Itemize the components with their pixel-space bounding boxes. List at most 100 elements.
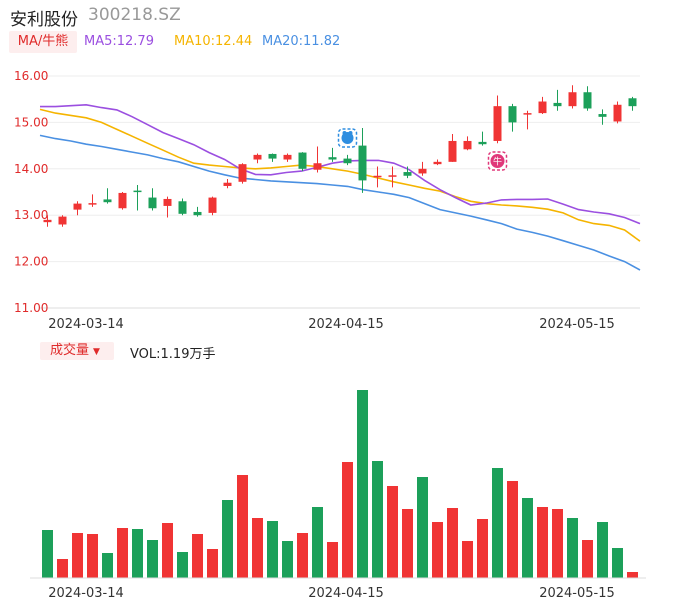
volume-bar [282, 541, 293, 578]
candle-body [553, 102, 562, 107]
volume-bar [552, 509, 563, 578]
candle [148, 188, 157, 211]
candle [88, 194, 97, 207]
candle-body [598, 114, 607, 117]
volume-bar [297, 533, 308, 578]
stock-name: 安利股份 [10, 10, 78, 30]
volume-bar [102, 553, 113, 578]
candle [73, 201, 82, 216]
bear-badge-ear [342, 131, 347, 135]
candle-body [313, 163, 322, 170]
x-tick-label: 2024-03-14 [48, 586, 124, 601]
volume-bar [147, 540, 158, 578]
volume-bars [30, 390, 646, 579]
ma-indicator-button[interactable]: MA/牛熊 [9, 31, 77, 53]
candle-body [478, 141, 487, 145]
volume-bar [447, 508, 458, 578]
x-tick-label: 2024-04-15 [308, 586, 384, 601]
volume-bar [537, 507, 548, 578]
ma20-label: MA20:11.82 [262, 34, 341, 49]
candle-body [583, 92, 592, 109]
candle-body [373, 175, 382, 178]
volume-bar [477, 519, 488, 578]
candle [478, 131, 487, 146]
volume-button-label: 成交量 [50, 343, 90, 358]
volume-bar [42, 530, 53, 578]
candle-body [223, 182, 232, 186]
candle [403, 166, 412, 179]
volume-bar [417, 477, 428, 578]
candle [313, 146, 322, 173]
volume-bar [372, 461, 383, 578]
candle-body [73, 203, 82, 210]
candle [583, 86, 592, 111]
candle [163, 196, 172, 218]
volume-bar [567, 518, 578, 578]
candle-body [613, 104, 622, 122]
volume-bar [387, 486, 398, 578]
volume-x-axis: 2024-03-14 2024-04-15 2024-05-15 [48, 586, 615, 601]
candle-body [433, 161, 442, 165]
candle [178, 198, 187, 216]
volume-bar [132, 529, 143, 578]
candle [568, 85, 577, 109]
ma20-line [39, 134, 641, 271]
volume-bar [207, 549, 218, 578]
candle [343, 154, 352, 166]
price-axis-ticks: 16.00 15.00 14.00 13.00 12.00 11.00 [14, 69, 48, 315]
candle [358, 127, 367, 193]
volume-bar [327, 542, 338, 578]
bear-badge-icon [337, 128, 358, 148]
volume-bar [252, 518, 263, 578]
y-tick-label: 11.00 [14, 301, 48, 315]
ma10-line [39, 108, 641, 242]
candle [418, 161, 427, 176]
volume-indicator-button[interactable]: 成交量 ▼ [40, 342, 114, 360]
volume-bar [432, 522, 443, 578]
candle-body [523, 113, 532, 115]
y-tick-label: 13.00 [14, 208, 48, 222]
volume-bar [402, 509, 413, 578]
candle-body [283, 154, 292, 160]
candle-body [628, 98, 637, 107]
candle-body [268, 153, 277, 159]
volume-bar [312, 507, 323, 578]
candle-body [103, 199, 112, 203]
candle [388, 166, 397, 188]
candle-body [358, 145, 367, 181]
candle-body [193, 211, 202, 216]
moving-average-lines [39, 103, 641, 271]
x-tick-label: 2024-04-15 [308, 317, 384, 332]
volume-bar [492, 468, 503, 578]
candle-body [148, 197, 157, 209]
candle-body [448, 140, 457, 162]
candle-body [568, 92, 577, 107]
candle-body [238, 164, 247, 182]
candle [553, 89, 562, 111]
volume-bar [597, 522, 608, 578]
candle [328, 147, 337, 162]
volume-bar [612, 548, 623, 578]
x-tick-label: 2024-05-15 [539, 586, 615, 601]
candle-body [133, 190, 142, 193]
candle-body [403, 172, 412, 176]
dropdown-arrow-icon: ▼ [93, 347, 100, 357]
candle [508, 103, 517, 132]
volume-bar [87, 534, 98, 578]
bear-badge-ear [348, 131, 353, 135]
bull-badge-icon: 牛 [487, 151, 508, 171]
candle [283, 153, 292, 162]
volume-bar [582, 540, 593, 578]
candle [103, 188, 112, 204]
volume-label: VOL:1.19万手 [130, 347, 216, 362]
y-tick-label: 14.00 [14, 162, 48, 176]
candle [118, 192, 127, 210]
candle-body [298, 152, 307, 169]
candle [538, 96, 547, 115]
candle-body [58, 216, 67, 225]
candle [43, 215, 52, 227]
candle-body [463, 140, 472, 150]
candle-body [388, 175, 397, 177]
candle-body [343, 158, 352, 164]
